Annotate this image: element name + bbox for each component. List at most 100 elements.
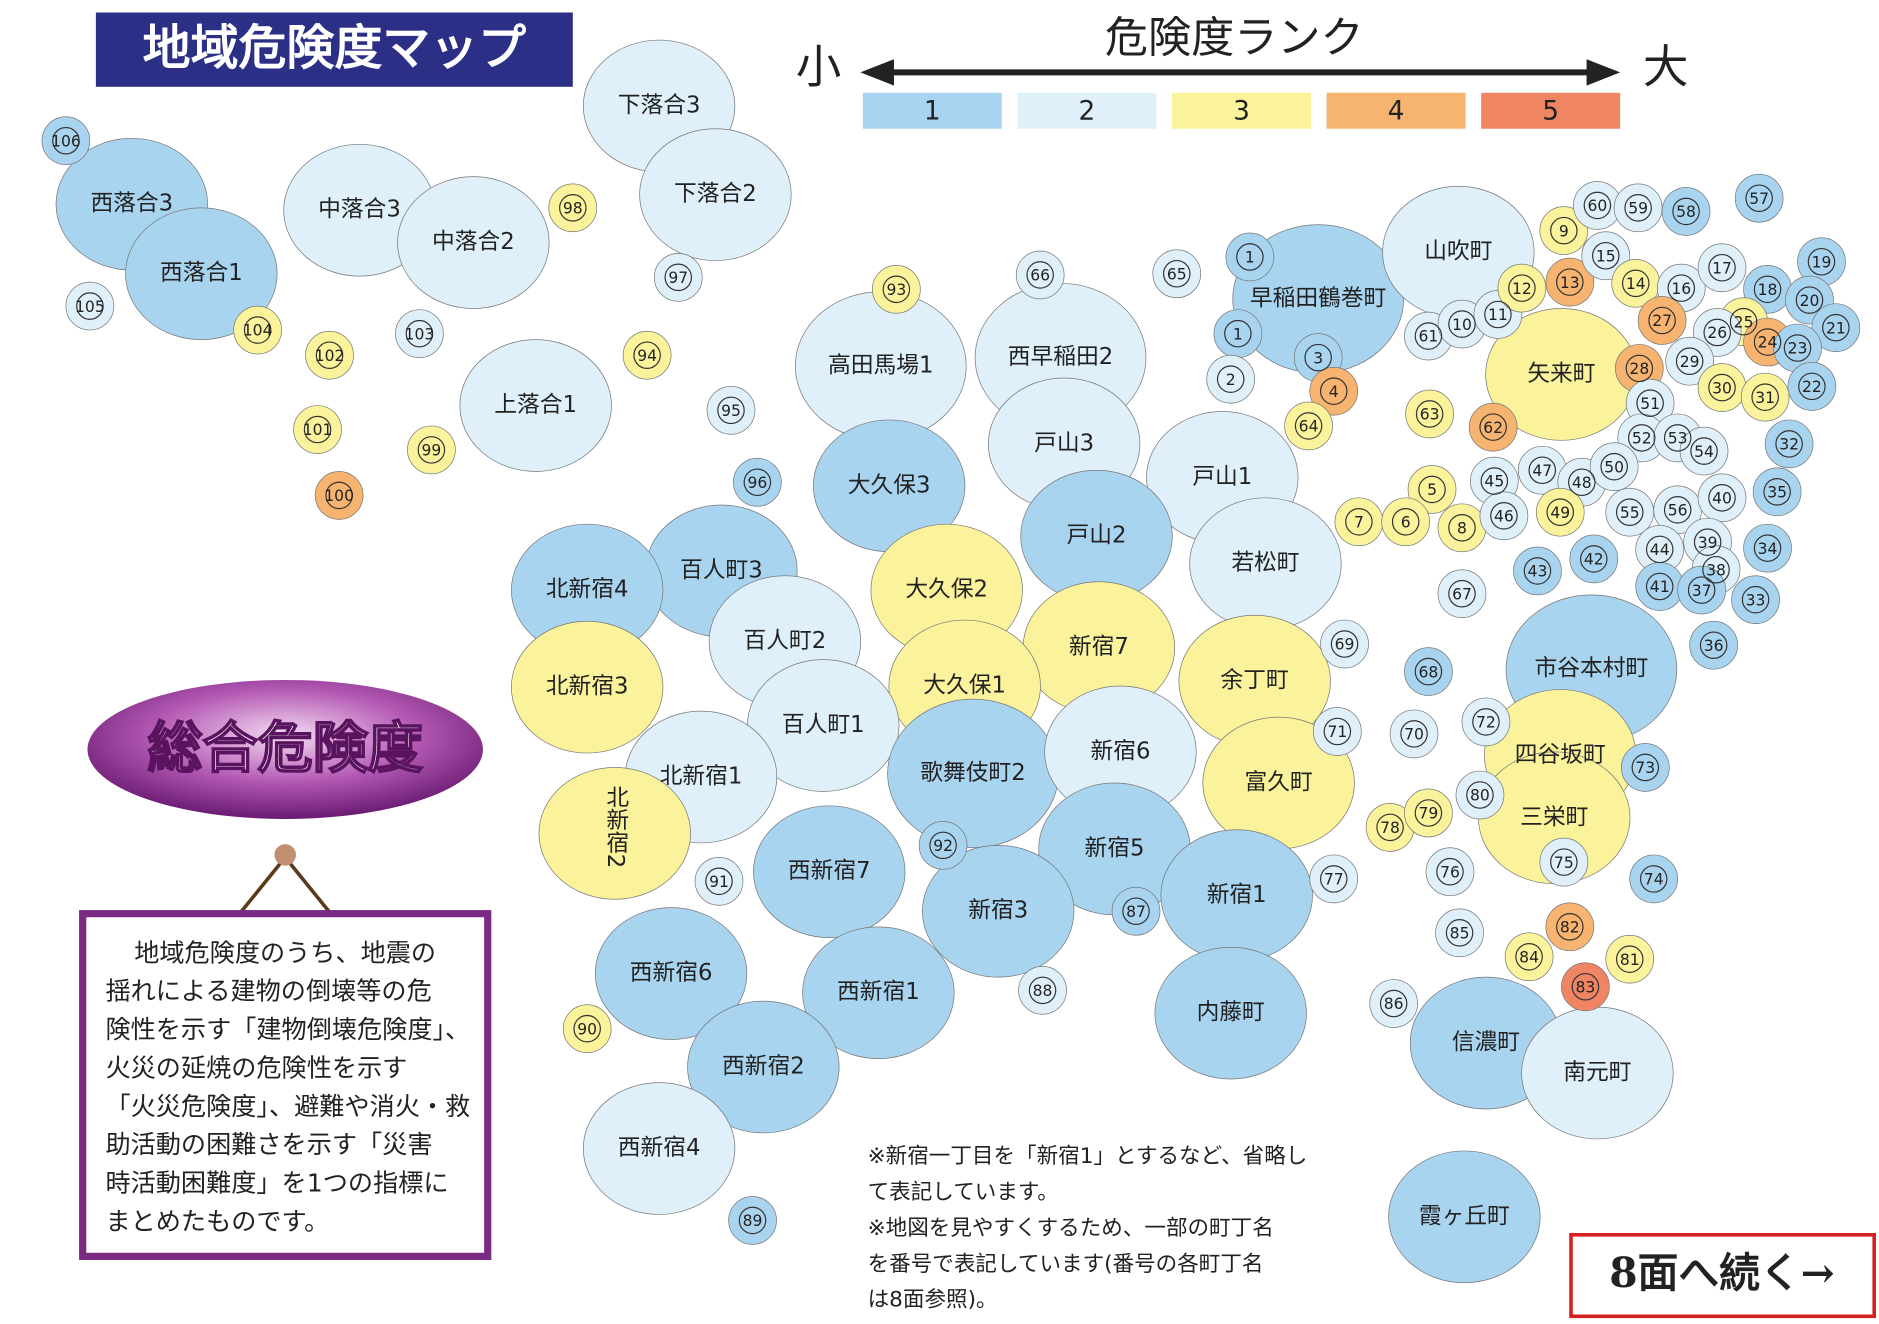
region-number: 49 — [1550, 504, 1570, 522]
region-name: 矢来町 — [1527, 361, 1595, 387]
region-number: 81 — [1620, 951, 1640, 969]
region-name: 山吹町 — [1424, 239, 1492, 265]
region-number: 19 — [1812, 253, 1832, 271]
region-number: 64 — [1299, 418, 1319, 436]
region-name: 霞ヶ丘町 — [1419, 1203, 1510, 1229]
region-number: 86 — [1384, 995, 1404, 1013]
region-number: 103 — [405, 325, 435, 343]
region-name: 北新宿3 — [546, 674, 629, 700]
region-number: 28 — [1629, 360, 1649, 378]
region-number: 92 — [933, 837, 953, 855]
region-number: 71 — [1327, 723, 1347, 741]
region-name: 戸山3 — [1034, 430, 1094, 456]
region-number: 10 — [1452, 316, 1472, 334]
region-number: 72 — [1476, 714, 1496, 732]
region-number: 8 — [1457, 519, 1467, 537]
region-number: 76 — [1440, 863, 1460, 881]
continue[interactable]: 8面へ続く→ — [1609, 1249, 1834, 1297]
legend-arrow-left — [860, 59, 894, 85]
region-number: 73 — [1635, 759, 1655, 777]
region-number: 27 — [1652, 312, 1672, 330]
region-number: 4 — [1329, 383, 1339, 401]
region-number: 84 — [1519, 948, 1539, 966]
hanger — [240, 857, 286, 913]
region-name: 新宿6 — [1090, 738, 1150, 764]
region-name: 下落合3 — [618, 92, 701, 118]
region-name: 新宿3 — [968, 898, 1028, 924]
region-number: 30 — [1712, 379, 1732, 397]
region-name: 若松町 — [1231, 550, 1299, 576]
region-name: 歌舞伎町2 — [920, 760, 1025, 786]
region-number: 101 — [303, 421, 333, 439]
region-number: 25 — [1734, 313, 1754, 331]
region-name: 百人町3 — [680, 557, 763, 583]
region-name: 北新宿1 — [660, 764, 743, 790]
region-number: 22 — [1802, 378, 1822, 396]
badge-text: 総合危険度 — [147, 716, 423, 780]
region-number: 12 — [1512, 280, 1532, 298]
region-number: 66 — [1030, 267, 1050, 285]
region-name: 百人町1 — [782, 712, 865, 738]
region-number: 85 — [1450, 925, 1470, 943]
region-number: 45 — [1484, 473, 1504, 491]
region-number: 20 — [1800, 292, 1820, 310]
region-number: 15 — [1596, 247, 1616, 265]
region-number: 48 — [1572, 474, 1592, 492]
region-number: 78 — [1380, 819, 1400, 837]
description-line: 時活動困難度」を1つの指標に — [105, 1168, 448, 1197]
region-number: 88 — [1033, 982, 1053, 1000]
region-number: 104 — [243, 322, 273, 340]
region-number: 105 — [75, 298, 105, 316]
region-name: 早稲田鶴巻町 — [1250, 285, 1386, 311]
region-number: 62 — [1483, 419, 1503, 437]
region-number: 33 — [1746, 591, 1766, 609]
region-name: 北新宿2 — [602, 785, 628, 868]
region-name: 西早稲田2 — [1008, 344, 1113, 370]
region-number: 43 — [1528, 563, 1548, 581]
region-name: 高田馬場1 — [828, 353, 933, 379]
region-name: 新宿5 — [1084, 835, 1144, 861]
region-name: 戸山2 — [1066, 523, 1126, 549]
region-name: 百人町2 — [744, 628, 827, 654]
region-name: 西落合3 — [90, 191, 173, 217]
region-number: 31 — [1755, 389, 1775, 407]
region-number: 46 — [1494, 508, 1514, 526]
region-number: 56 — [1668, 502, 1688, 520]
note-line: を番号で表記しています(番号の各町丁名 — [868, 1252, 1264, 1277]
region-number: 99 — [421, 442, 441, 460]
region-number: 95 — [721, 402, 741, 420]
region-number: 47 — [1532, 462, 1552, 480]
region-number: 16 — [1671, 280, 1691, 298]
region-number: 41 — [1650, 578, 1670, 596]
region-number: 3 — [1313, 349, 1323, 367]
region-number: 2 — [1226, 371, 1236, 389]
region-name: 信濃町 — [1452, 1030, 1520, 1056]
region-number: 23 — [1788, 340, 1808, 358]
region-number: 98 — [563, 200, 583, 218]
region-number: 80 — [1470, 787, 1490, 805]
legend-high: 大 — [1643, 41, 1689, 94]
region-number: 69 — [1335, 636, 1355, 654]
region-number: 38 — [1706, 561, 1726, 579]
region-number: 32 — [1779, 436, 1799, 454]
region-name: 西落合1 — [160, 260, 243, 286]
region-number: 87 — [1126, 903, 1146, 921]
region-number: 74 — [1644, 871, 1664, 889]
legend-low: 小 — [796, 41, 842, 94]
legend-title: 危険度ランク — [1105, 14, 1364, 64]
region-number: 55 — [1620, 504, 1640, 522]
region-number: 9 — [1559, 222, 1569, 240]
region-number: 96 — [747, 474, 767, 492]
region-number: 5 — [1427, 481, 1437, 499]
region-name: 四谷坂町 — [1515, 742, 1606, 768]
region-number: 37 — [1692, 582, 1712, 600]
region-number: 52 — [1632, 430, 1652, 448]
region-name: 南元町 — [1563, 1060, 1631, 1086]
region-number: 90 — [577, 1020, 597, 1038]
region-number: 65 — [1167, 265, 1187, 283]
region-number: 75 — [1554, 854, 1574, 872]
description-line: 揺れによる建物の倒壊等の危 — [105, 977, 431, 1006]
region-name: 西新宿2 — [722, 1054, 805, 1080]
region-number: 7 — [1354, 513, 1364, 531]
region-number: 26 — [1707, 324, 1727, 342]
